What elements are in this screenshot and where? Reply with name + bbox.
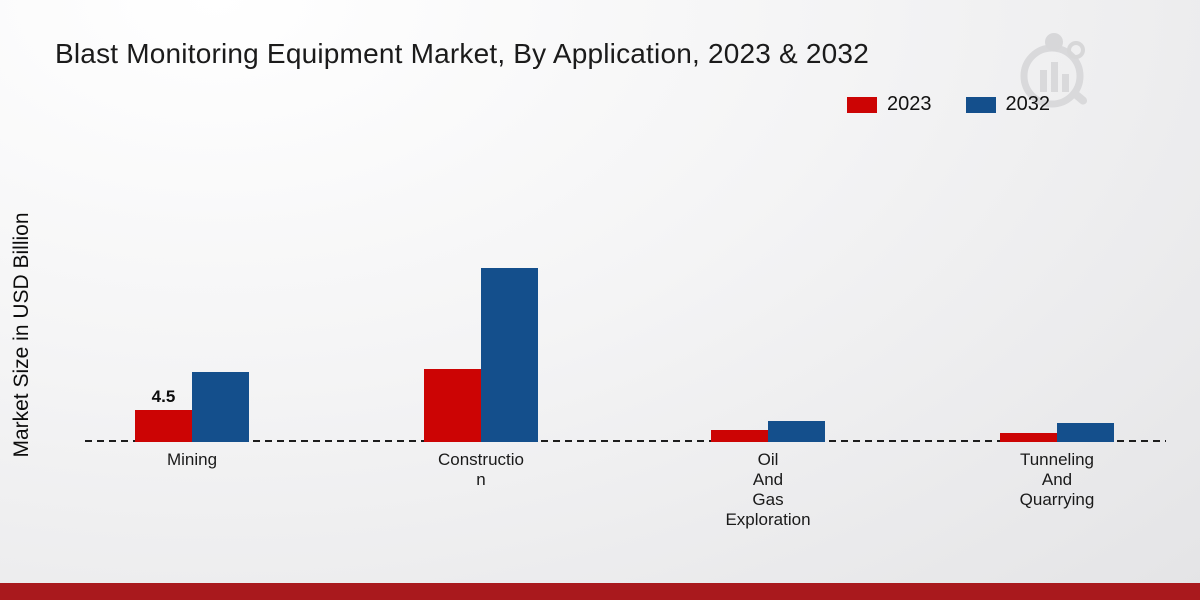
bar-2032-oil-and-gas-exploration xyxy=(768,421,825,442)
bar-2023-oil-and-gas-exploration xyxy=(711,430,768,442)
legend-swatch-2032 xyxy=(965,96,996,113)
legend: 2023 2032 xyxy=(847,93,1050,116)
category-label-line: And xyxy=(752,470,784,489)
category-label-line: Tunneling xyxy=(1019,450,1095,469)
brand-watermark-logo xyxy=(1014,28,1092,117)
legend-item-2023: 2023 xyxy=(847,93,932,116)
bar-2032-tunneling-and-quarrying xyxy=(1057,423,1114,442)
footer-band xyxy=(0,583,1200,600)
bar-2023-construction xyxy=(424,369,481,442)
category-label-line: Oil xyxy=(757,450,779,469)
category-label-construction: Constructio n xyxy=(406,450,556,490)
category-label-tunneling-and-quarrying: Tunneling And Quarrying xyxy=(982,450,1132,510)
bar-2023-tunneling-and-quarrying xyxy=(1000,433,1057,442)
category-label-line: Constructio xyxy=(438,450,524,469)
category-label-line: Mining xyxy=(166,450,218,469)
legend-label-2032: 2032 xyxy=(1005,93,1051,115)
category-label-line: Quarrying xyxy=(1019,490,1095,509)
category-label-line: Exploration xyxy=(725,510,811,529)
category-label-line: n xyxy=(476,470,486,489)
category-label-oil-and-gas-exploration: Oil And Gas Exploration xyxy=(693,450,843,530)
legend-item-2032: 2032 xyxy=(965,93,1051,116)
category-label-line: Gas xyxy=(752,490,784,509)
legend-label-2023: 2023 xyxy=(887,93,932,115)
plot-area: 4.5 xyxy=(85,268,1166,442)
bar-2032-construction xyxy=(481,268,538,442)
legend-swatch-2023 xyxy=(847,96,877,113)
bar-2032-mining xyxy=(192,372,249,442)
bar-2023-mining xyxy=(135,410,192,442)
chart-title: Blast Monitoring Equipment Market, By Ap… xyxy=(55,38,869,69)
x-axis-baseline xyxy=(85,440,1166,442)
category-label-line: And xyxy=(1041,470,1073,489)
category-label-mining: Mining xyxy=(117,450,267,470)
bar-value-label-mining-2023: 4.5 xyxy=(151,387,176,406)
